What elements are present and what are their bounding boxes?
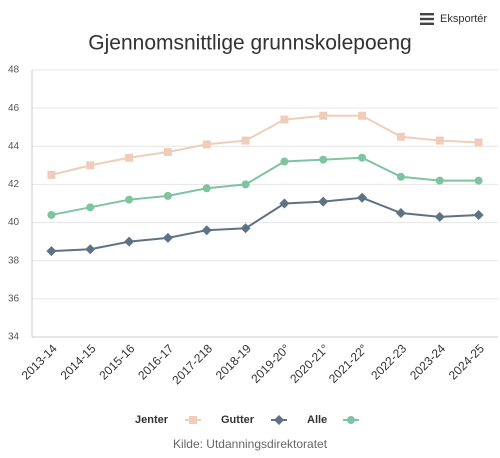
- data-point: [318, 196, 329, 207]
- data-point: [280, 157, 289, 166]
- data-point: [474, 176, 483, 185]
- data-point: [47, 210, 56, 219]
- data-point: [85, 244, 96, 255]
- data-point: [434, 211, 445, 222]
- legend-label: Alle: [307, 414, 327, 426]
- series-line: [51, 114, 479, 176]
- y-tick-label: 44: [8, 141, 20, 152]
- x-tick-label: 2014-15: [58, 341, 99, 382]
- data-point: [396, 132, 405, 141]
- data-point: [163, 148, 172, 157]
- data-point: [358, 153, 367, 162]
- menu-icon: [420, 17, 434, 21]
- chart-title: Gjennomsnittlige grunnskolepoeng: [88, 32, 411, 55]
- data-point: [241, 136, 250, 145]
- legend-label: Gutter: [221, 414, 255, 426]
- menu-icon: [420, 22, 434, 25]
- y-tick-label: 36: [8, 293, 20, 304]
- data-point: [86, 203, 95, 212]
- export-button[interactable]: Eksportér: [420, 13, 487, 25]
- x-tick-label: 2021-22°: [326, 341, 371, 386]
- data-point: [279, 198, 290, 209]
- data-point: [86, 161, 95, 170]
- x-tick-label: 2017-218: [169, 341, 215, 387]
- data-point: [124, 236, 135, 247]
- x-tick-label: 2019-20°: [248, 341, 293, 386]
- y-tick-label: 48: [8, 65, 20, 76]
- data-point: [435, 136, 444, 145]
- x-tick-label: 2015-16: [96, 341, 137, 382]
- data-point: [280, 115, 289, 124]
- data-point: [163, 191, 172, 200]
- y-tick-label: 38: [8, 255, 20, 266]
- data-point: [474, 138, 483, 147]
- x-tick-label: 2020-21°: [287, 341, 332, 386]
- data-point: [319, 111, 328, 120]
- legend-marker: [274, 415, 284, 425]
- source: Kilde: Utdanningsdirektoratet: [173, 437, 328, 451]
- y-tick-label: 40: [8, 217, 20, 228]
- data-point: [202, 140, 211, 149]
- data-point: [201, 225, 212, 236]
- x-tick-label: 2022-23: [368, 341, 409, 382]
- data-point: [202, 184, 211, 193]
- data-point: [240, 223, 251, 234]
- series-line: [51, 196, 479, 253]
- y-tick-label: 34: [8, 332, 20, 343]
- data-point: [395, 208, 406, 219]
- data-point: [473, 209, 484, 220]
- export-label[interactable]: Eksportér: [440, 13, 487, 25]
- series-line: [51, 156, 479, 216]
- y-tick-label: 42: [8, 179, 20, 190]
- data-point: [357, 192, 368, 203]
- data-point: [125, 195, 134, 204]
- y-tick-label: 46: [8, 103, 20, 114]
- x-tick-label: 2023-24: [407, 341, 448, 382]
- data-point: [319, 155, 328, 164]
- data-point: [241, 180, 250, 189]
- x-tick-label: 2013-14: [19, 341, 60, 382]
- data-point: [162, 232, 173, 243]
- data-point: [125, 153, 134, 162]
- data-point: [358, 111, 367, 120]
- menu-icon: [420, 13, 434, 16]
- data-point: [435, 176, 444, 185]
- legend-marker: [189, 416, 197, 424]
- data-point: [46, 246, 57, 257]
- legend-marker: [347, 416, 355, 424]
- data-point: [396, 172, 405, 181]
- data-point: [47, 170, 56, 179]
- x-tick-label: 2024-25: [446, 341, 487, 382]
- legend-label: Jenter: [135, 414, 169, 426]
